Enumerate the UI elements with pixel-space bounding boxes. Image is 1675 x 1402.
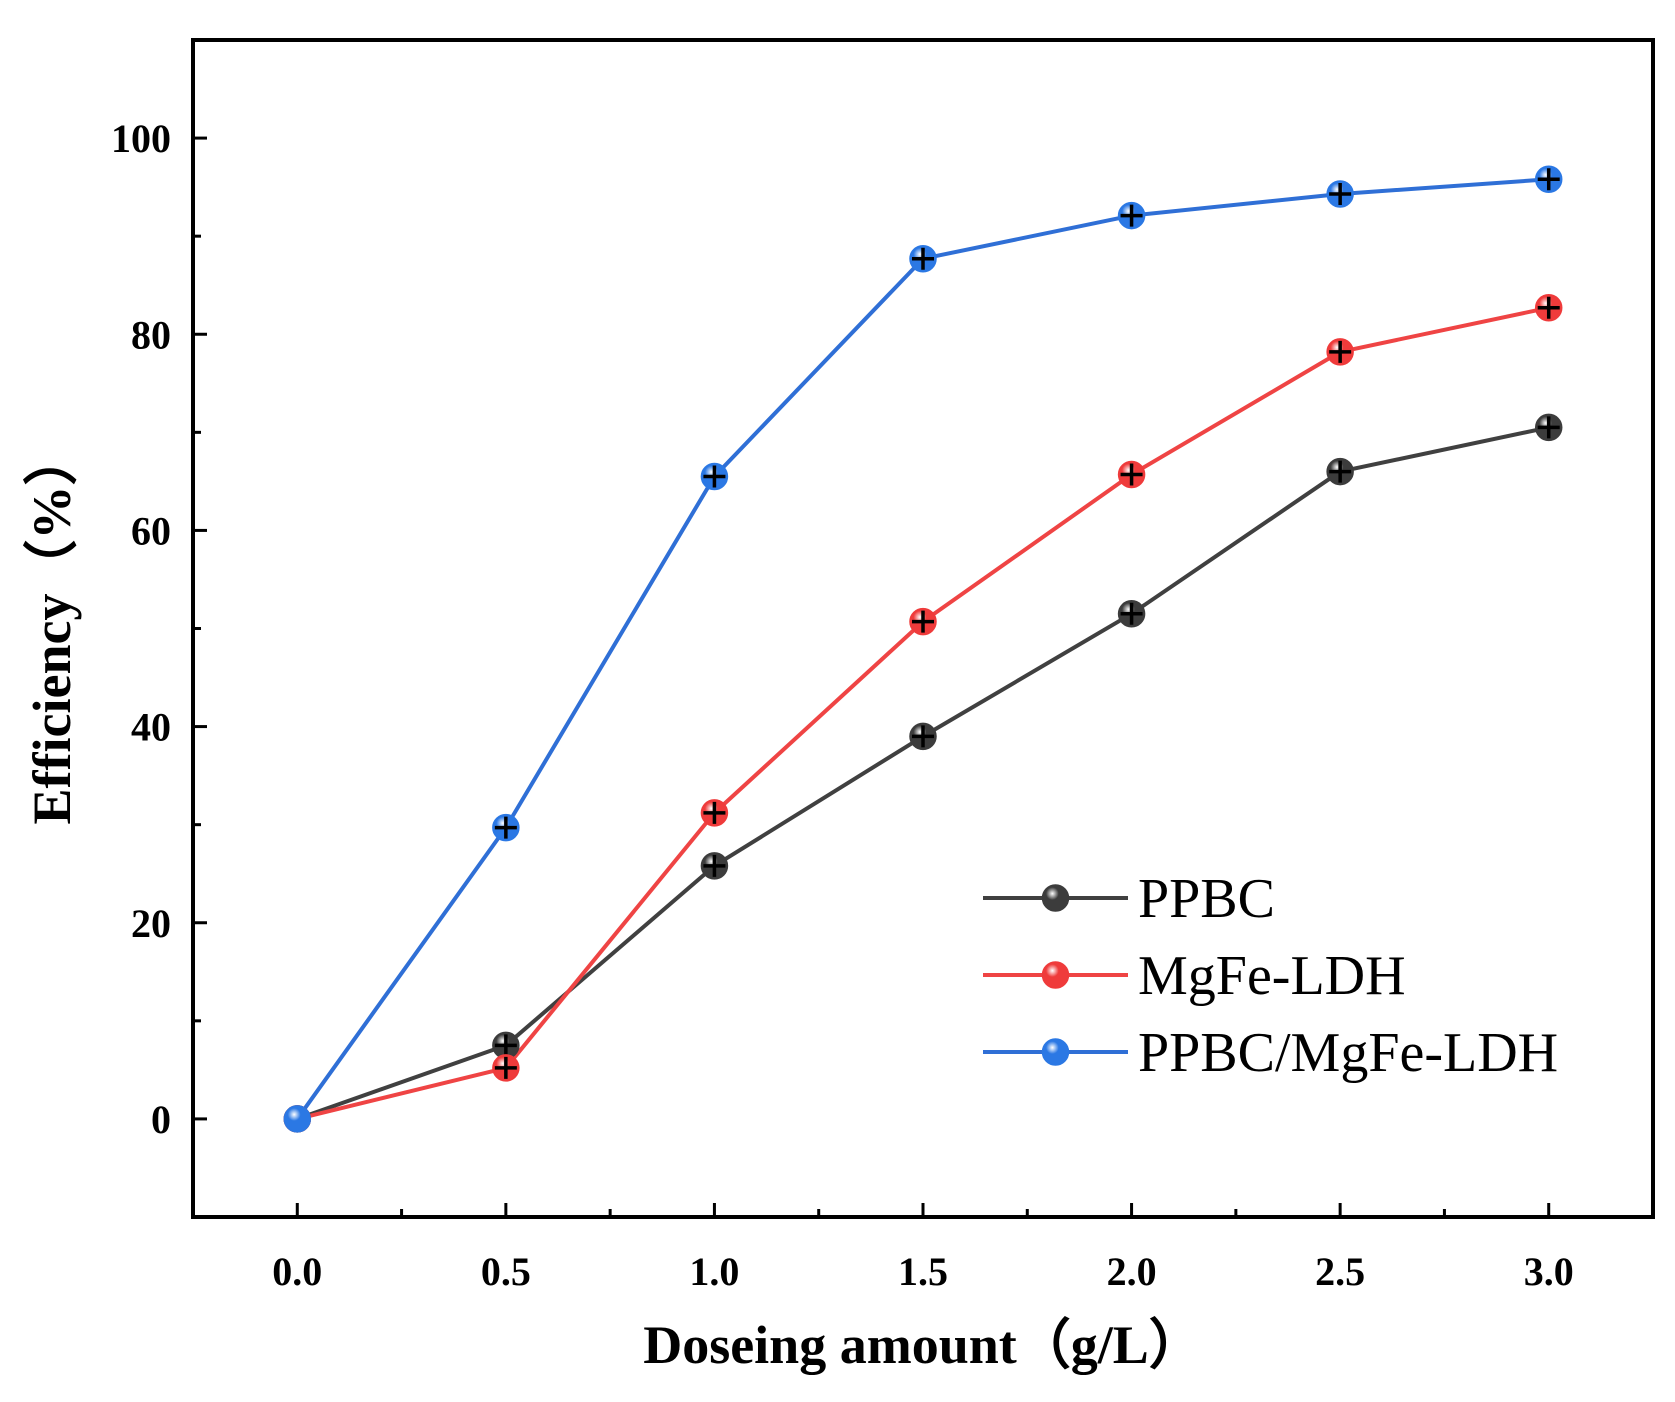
error-bar xyxy=(1120,204,1143,227)
x-axis-title: Doseing amount（g/L） xyxy=(643,1315,1203,1375)
data-point xyxy=(283,1105,312,1133)
axis-ticks: 0.0 0.5 1.0 1.5 2.0 2.5 3.0 0 20 40 60 80 100 xyxy=(111,116,1574,1294)
error-bar xyxy=(1329,182,1352,205)
error-bar xyxy=(1537,168,1560,191)
legend: PPBC MgFe-LDH PPBC/MgFe-LDH xyxy=(983,868,1558,1084)
series-layer xyxy=(283,165,1563,1133)
error-bar xyxy=(912,247,934,270)
y-tick-label: 40 xyxy=(131,705,171,750)
error-bar xyxy=(1537,296,1560,319)
error-bar xyxy=(703,854,726,877)
error-bar xyxy=(1120,463,1143,486)
y-axis-title: Efficiency（%） xyxy=(22,432,82,825)
x-tick-label: 3.0 xyxy=(1524,1249,1574,1294)
legend-label: PPBC/MgFe-LDH xyxy=(1138,1022,1558,1084)
legend-marker xyxy=(1041,884,1070,912)
legend-label: MgFe-LDH xyxy=(1138,945,1406,1007)
error-bar xyxy=(494,1034,517,1057)
error-bar xyxy=(703,465,726,488)
x-tick-label: 0.5 xyxy=(481,1249,531,1294)
legend-label: PPBC xyxy=(1138,868,1275,930)
error-bar xyxy=(494,1056,517,1079)
x-tick-label: 2.5 xyxy=(1315,1249,1365,1294)
y-tick-label: 60 xyxy=(131,508,171,553)
error-bar xyxy=(494,816,517,839)
legend-marker xyxy=(1041,1038,1070,1066)
y-tick-label: 100 xyxy=(111,116,171,161)
error-bar xyxy=(1329,460,1352,483)
error-bar xyxy=(912,725,934,748)
y-tick-label: 0 xyxy=(151,1097,171,1142)
error-bar xyxy=(1120,602,1143,625)
x-tick-label: 1.5 xyxy=(898,1249,948,1294)
y-tick-label: 20 xyxy=(131,901,171,946)
legend-marker xyxy=(1041,961,1070,989)
x-tick-label: 0.0 xyxy=(272,1249,322,1294)
x-tick-label: 1.0 xyxy=(689,1249,739,1294)
x-tick-label: 2.0 xyxy=(1107,1249,1157,1294)
error-bar xyxy=(703,801,726,824)
y-tick-label: 80 xyxy=(131,312,171,357)
series-line-0 xyxy=(296,425,1550,1121)
error-bar xyxy=(1329,340,1352,363)
error-bar xyxy=(1537,416,1560,439)
error-bar xyxy=(912,610,934,633)
